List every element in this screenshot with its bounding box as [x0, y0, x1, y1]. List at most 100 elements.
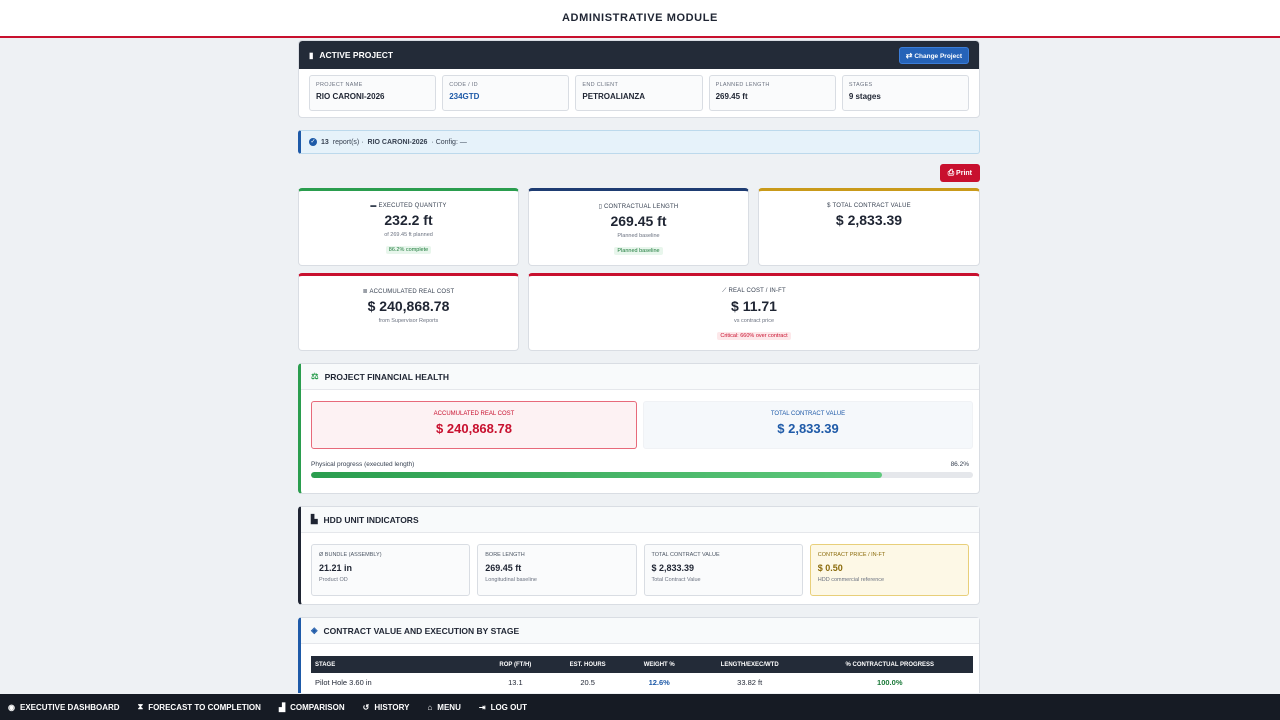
chart-line-icon: ⟋	[722, 288, 727, 294]
nav-executive-dashboard[interactable]: ◉ EXECUTIVE DASHBOARD	[8, 703, 120, 712]
health-label: TOTAL CONTRACT VALUE	[770, 411, 846, 417]
active-project-card: ▮ ACTIVE PROJECT ⇄ Change Project PROJEC…	[298, 40, 980, 118]
main-content: ▮ ACTIVE PROJECT ⇄ Change Project PROJEC…	[298, 40, 980, 693]
section-header: ▙ HDD UNIT INDICATORS	[301, 507, 979, 533]
kpi-contractual-length: ▯ CONTRACTUAL LENGTH 269.45 ft Planned b…	[528, 188, 749, 266]
hdd-sub: HDD commercial reference	[817, 577, 885, 583]
kpi-label-text: CONTRACTUAL LENGTH	[604, 204, 679, 210]
field-value: 234GTD	[449, 92, 480, 101]
kpi-label: $ TOTAL CONTRACT VALUE	[827, 203, 911, 209]
field-value: 9 stages	[848, 92, 881, 101]
section-title: CONTRACT VALUE AND EXECUTION BY STAGE	[323, 625, 520, 636]
hdd-value: $ 0.50	[817, 563, 843, 573]
section-title: PROJECT FINANCIAL HEALTH	[324, 371, 449, 382]
kpi-label-text: REAL COST / IN-FT	[728, 288, 786, 294]
health-contract-box: TOTAL CONTRACT VALUE $ 2,833.39	[643, 401, 973, 449]
dashboard-icon: ◉	[8, 702, 15, 712]
table-row: Pilot Hole 3.60 in 13.1 20.5 12.6% 33.82…	[311, 673, 973, 692]
kpi-label: ▯ CONTRACTUAL LENGTH	[529, 203, 748, 210]
report-project: RIO CARONI-2026	[367, 138, 428, 146]
report-info-bar: ✓ 13 report(s) · RIO CARONI-2026 · Confi…	[298, 130, 980, 154]
folder-icon: ▮	[309, 50, 314, 60]
nav-history[interactable]: ↺ HISTORY	[363, 703, 410, 712]
hdd-sub: Longitudinal baseline	[485, 577, 537, 583]
kpi-tag: Critical: 660% over contract	[717, 332, 791, 340]
cell-length: 33.82 ft	[737, 678, 763, 687]
bottom-nav: ◉ EXECUTIVE DASHBOARD ⧗ FORECAST TO COMP…	[0, 694, 1280, 720]
nav-log-out[interactable]: ⇥ LOG OUT	[479, 703, 527, 712]
kpi-value: $ 240,868.78	[367, 298, 450, 314]
field-label: CODE / ID	[449, 82, 478, 88]
table-header-row: STAGE ROP (FT/H) EST. HOURS WEIGHT % LEN…	[311, 656, 973, 673]
kpi-label: ≣ ACCUMULATED REAL COST	[299, 288, 518, 295]
nav-label: EXECUTIVE DASHBOARD	[19, 702, 120, 712]
kpi-value: 232.2 ft	[384, 212, 433, 228]
field-label: END CLIENT	[582, 82, 619, 88]
kpi-value: $ 11.71	[731, 298, 777, 314]
col-length[interactable]: LENGTH/EXEC/WTD	[692, 656, 807, 673]
kpi-tag: 86.2% complete	[385, 246, 432, 254]
health-label: ACCUMULATED REAL COST	[433, 411, 515, 417]
nav-forecast[interactable]: ⧗ FORECAST TO COMPLETION	[138, 702, 261, 712]
ruler-icon: ▬	[370, 203, 377, 209]
swap-icon: ⇄	[905, 50, 913, 60]
change-project-button[interactable]: ⇄ Change Project	[898, 46, 969, 64]
print-button[interactable]: ⎙ Print	[939, 164, 980, 182]
kpi-value: $ 2,833.39	[835, 212, 903, 228]
cell-weight: 12.6%	[648, 678, 670, 687]
col-rop[interactable]: ROP (FT/H)	[481, 656, 550, 673]
nav-label: FORECAST TO COMPLETION	[148, 702, 261, 712]
active-project-header: ▮ ACTIVE PROJECT ⇄ Change Project	[299, 41, 979, 69]
kpi-label-text: ACCUMULATED REAL COST	[369, 289, 455, 295]
section-title: HDD UNIT INDICATORS	[323, 514, 419, 525]
drill-icon: ▙	[311, 514, 318, 524]
hdd-label: TOTAL CONTRACT VALUE	[651, 552, 720, 558]
section-header: ⚖ PROJECT FINANCIAL HEALTH	[301, 364, 979, 390]
page-title: ADMINISTRATIVE MODULE	[561, 12, 718, 24]
hdd-cell-total-contract: TOTAL CONTRACT VALUE $ 2,833.39 Total Co…	[643, 544, 803, 596]
hdd-cell-contract-price: CONTRACT PRICE / IN-FT $ 0.50 HDD commer…	[809, 544, 969, 596]
field-value: 269.45 ft	[715, 92, 748, 101]
kpi-sub: vs contract price	[733, 318, 775, 324]
field-value: PETROALIANZA	[582, 92, 646, 101]
field-code-id: CODE / ID 234GTD	[442, 75, 570, 111]
kpi-label-text: EXECUTED QUANTITY	[378, 203, 447, 209]
top-bar: ADMINISTRATIVE MODULE	[0, 0, 1280, 38]
logout-icon: ⇥	[478, 702, 486, 712]
field-end-client: END CLIENT PETROALIANZA	[575, 75, 703, 111]
report-count: 13	[321, 138, 329, 146]
printer-icon: ⎙	[947, 168, 955, 177]
cell-est-hours: 20.5	[580, 678, 595, 687]
kpi-value: 269.45 ft	[610, 213, 667, 229]
field-label: PROJECT NAME	[316, 82, 363, 88]
kpi-sub: of 269.45 ft planned	[384, 232, 433, 238]
hdd-label: Ø BUNDLE (ASSEMBLY)	[319, 552, 382, 558]
progress-label: Physical progress (executed length)	[311, 461, 415, 468]
nav-comparison[interactable]: ▟ COMPARISON	[279, 703, 345, 712]
report-text: report(s) ·	[332, 138, 364, 146]
kpi-label: ⟋ REAL COST / IN-FT	[529, 288, 979, 295]
field-label: STAGES	[848, 82, 873, 88]
col-stage[interactable]: STAGE	[311, 656, 481, 673]
bar-chart-icon: ▟	[278, 702, 286, 712]
kpi-total-contract-value: $ TOTAL CONTRACT VALUE $ 2,833.39	[758, 188, 980, 266]
nav-label: HISTORY	[374, 702, 410, 712]
col-est-hours[interactable]: EST. HOURS	[549, 656, 626, 673]
field-stages: STAGES 9 stages	[841, 75, 970, 111]
layers-icon: ◈	[311, 625, 318, 635]
health-value: $ 240,868.78	[436, 421, 512, 436]
report-config: · Config: —	[431, 138, 467, 146]
nav-menu[interactable]: ⌂ MENU	[427, 703, 460, 712]
hdd-value: $ 2,833.39	[651, 563, 695, 573]
col-progress[interactable]: % CONTRACTUAL PROGRESS	[806, 656, 973, 673]
hdd-cell-bundle: Ø BUNDLE (ASSEMBLY) 21.21 in Product OD	[311, 544, 471, 596]
col-weight[interactable]: WEIGHT %	[625, 656, 693, 673]
progress-bar	[311, 472, 973, 478]
document-icon: ▯	[598, 204, 603, 210]
hourglass-icon: ⧗	[137, 702, 144, 711]
stage-execution-section: ◈ CONTRACT VALUE AND EXECUTION BY STAGE …	[298, 617, 980, 693]
health-value: $ 2,833.39	[777, 421, 839, 436]
hdd-value: 269.45 ft	[485, 563, 522, 573]
change-project-label: Change Project	[914, 52, 962, 60]
nav-label: LOG OUT	[490, 702, 528, 712]
